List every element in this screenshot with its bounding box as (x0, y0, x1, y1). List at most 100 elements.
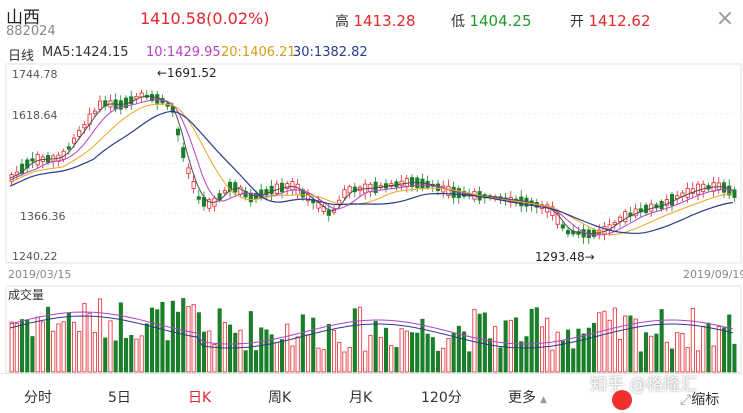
stock-name: 山西 (6, 8, 40, 28)
volume-bar (259, 327, 264, 373)
volume-bar (503, 320, 508, 373)
volume-bar (175, 311, 181, 373)
open-value: 1412.62 (588, 12, 651, 30)
tab-more-label: 更多 (508, 390, 536, 406)
volume-bar (165, 340, 170, 373)
close-icon[interactable]: × (715, 6, 735, 31)
volume-bar (290, 345, 295, 373)
candle (716, 182, 721, 190)
candle (207, 199, 212, 209)
volume-bar (373, 320, 378, 373)
zoom-toggle[interactable]: ⤢缩标 (680, 389, 719, 409)
volume-bar (378, 336, 383, 373)
volume-bar (586, 327, 591, 373)
tab-more[interactable]: 更多 ▲ (508, 387, 547, 407)
volume-bar (352, 308, 357, 373)
ma30-line (9, 110, 733, 234)
volume-bar (207, 330, 212, 373)
record-icon[interactable] (612, 390, 632, 410)
volume-bar (331, 329, 337, 373)
low-stat: 低 1404.25 (451, 11, 531, 31)
candle (649, 203, 654, 212)
volume-bar (118, 302, 123, 373)
volume-bar (701, 325, 706, 373)
volume-bar (285, 323, 290, 373)
price-axis-label-bottom: 1240.22 (12, 250, 58, 263)
volume-bar (566, 329, 571, 373)
volume-bar (144, 323, 149, 373)
tab-daily-k[interactable]: 日K (188, 390, 212, 406)
candle (92, 110, 97, 114)
price-value: 1410.58 (140, 9, 207, 28)
volume-bar (711, 345, 716, 373)
tab-120min[interactable]: 120分 (421, 390, 462, 406)
candle (670, 194, 675, 206)
volume-bar (555, 331, 560, 373)
volume-bar (664, 341, 669, 373)
volume-bar (233, 332, 238, 373)
volume-bar (607, 319, 612, 373)
volume-bar (654, 333, 659, 373)
volume-bar (638, 351, 643, 373)
candle (264, 189, 269, 196)
volume-bar (581, 333, 586, 373)
volume-bar (363, 350, 368, 373)
volume-bar (415, 332, 420, 373)
candle (191, 181, 196, 189)
volume-bar (659, 309, 664, 373)
volume-bar (519, 341, 524, 373)
volume-bar (337, 341, 342, 373)
tab-intraday[interactable]: 分时 (24, 390, 52, 406)
tab-monthly-k[interactable]: 月K (349, 390, 373, 406)
tab-weekly-k[interactable]: 周K (268, 390, 292, 406)
volume-bar (108, 320, 113, 373)
volume-bar (690, 308, 695, 373)
volume-bar (592, 322, 597, 373)
volume-bar (77, 330, 82, 373)
candle (35, 153, 40, 166)
candle (566, 230, 571, 235)
volume-ma-line (9, 311, 733, 345)
volume-bar (212, 344, 217, 373)
candle (25, 159, 30, 169)
volume-bar (435, 350, 441, 373)
candle (181, 147, 186, 159)
candle (326, 209, 331, 216)
volume-bar (560, 340, 565, 373)
candle (690, 188, 695, 194)
volume-bar (103, 337, 108, 373)
volume-bar (72, 321, 77, 373)
candle (618, 216, 623, 222)
volume-bar (706, 322, 711, 373)
candle (352, 186, 357, 193)
volume-bar (92, 331, 97, 373)
volume-bar (467, 351, 472, 373)
ma5-line (9, 95, 734, 235)
volume-bar (25, 319, 30, 373)
volume-bar (40, 321, 45, 373)
tab-5day[interactable]: 5日 (108, 390, 131, 406)
volume-bars (9, 298, 737, 373)
volume-bar (597, 312, 602, 373)
candle (409, 177, 415, 187)
candle (129, 96, 134, 105)
volume-bar (493, 326, 498, 373)
volume-bar (472, 308, 477, 373)
open-stat: 开 1412.62 (570, 11, 650, 31)
period-label[interactable]: 日线 (8, 49, 35, 64)
more-triangle-icon: ▲ (540, 395, 547, 405)
expand-icon: ⤢ (680, 392, 692, 408)
volume-bar (295, 336, 300, 373)
volume-bar (217, 308, 222, 373)
chart-grid (5, 63, 742, 373)
volume-bar (342, 351, 347, 373)
volume-bar (430, 337, 435, 373)
volume-bar (14, 323, 19, 373)
volume-bar (149, 307, 155, 373)
ma5-label: MA5:1424.15 (42, 45, 129, 60)
volume-bar (383, 327, 389, 373)
volume-bar (404, 330, 409, 373)
volume-bar (30, 336, 35, 373)
current-price: 1410.58(0.02%) (140, 9, 269, 28)
